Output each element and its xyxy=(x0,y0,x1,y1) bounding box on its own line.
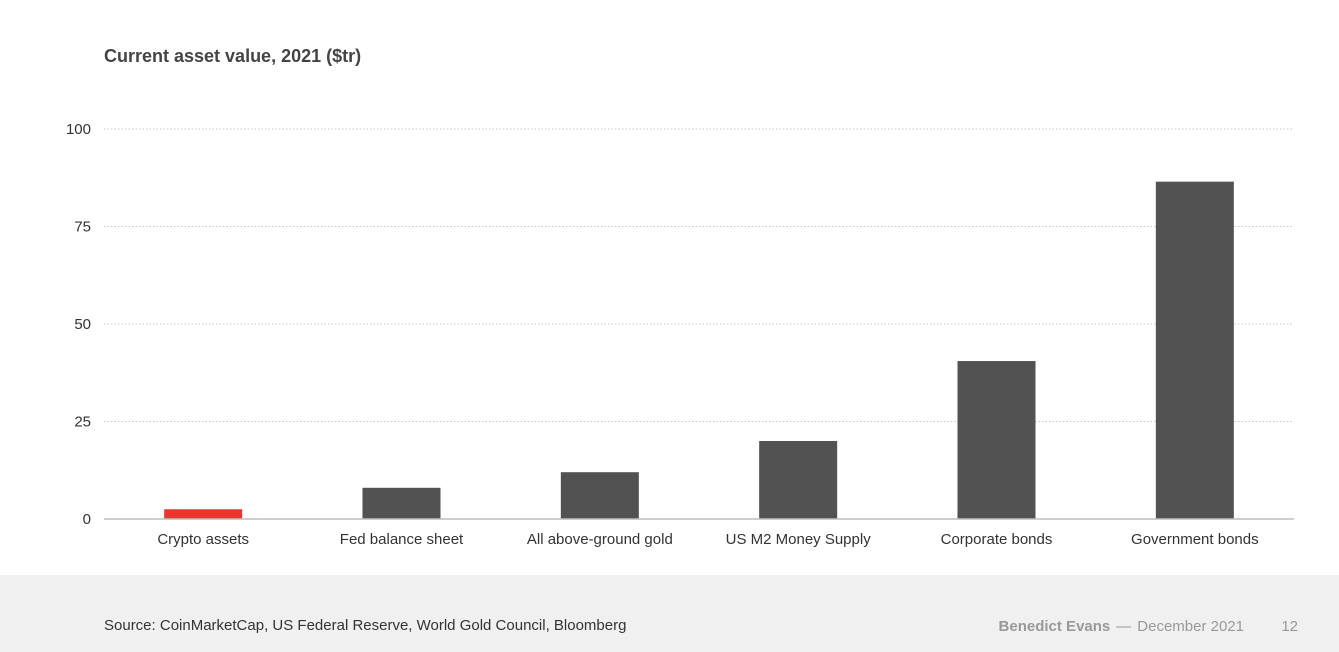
bar xyxy=(759,441,838,519)
bar xyxy=(1155,181,1234,519)
x-tick-label: Corporate bonds xyxy=(941,531,1053,548)
x-tick-label: All above-ground gold xyxy=(527,531,673,548)
page-number: 12 xyxy=(1281,618,1298,635)
y-tick-label: 50 xyxy=(74,316,91,333)
chart-title: Current asset value, 2021 ($tr) xyxy=(104,46,362,66)
y-tick-label: 75 xyxy=(74,219,91,236)
credit-dash: — xyxy=(1116,618,1132,635)
x-tick-label: Crypto assets xyxy=(157,531,249,548)
bar xyxy=(560,472,639,519)
bar xyxy=(164,509,243,519)
y-tick-label: 0 xyxy=(83,511,91,528)
credit-date: December 2021 xyxy=(1137,618,1244,635)
x-tick-label: US M2 Money Supply xyxy=(726,531,872,548)
bar-chart: 0 25 50 75 100 Crypto assets Fed balance sheet… xyxy=(66,121,1294,548)
footer: Source: CoinMarketCap, US Federal Reserv… xyxy=(0,575,1339,652)
y-tick-label: 100 xyxy=(66,121,91,138)
y-tick-label: 25 xyxy=(74,414,91,431)
x-tick-label: Fed balance sheet xyxy=(340,531,464,548)
credit: Benedict Evans — December 2021 xyxy=(999,618,1244,635)
bar xyxy=(957,361,1036,519)
author-name: Benedict Evans xyxy=(998,618,1111,635)
source-note: Source: CoinMarketCap, US Federal Reserv… xyxy=(104,617,627,634)
x-tick-label: Government bonds xyxy=(1131,531,1259,548)
bar xyxy=(362,487,441,519)
